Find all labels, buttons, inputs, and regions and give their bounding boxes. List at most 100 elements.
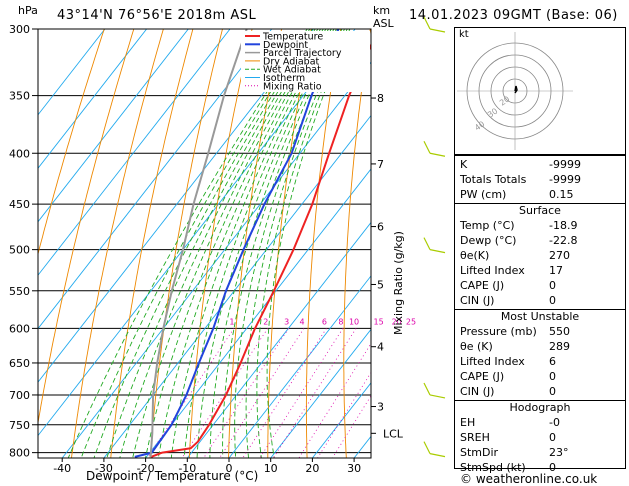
hodograph-ring-label: 30	[486, 106, 500, 119]
x-axis-label: Dewpoint / Temperature (°C)	[86, 469, 259, 483]
wind-barb	[429, 28, 446, 33]
wind-barb	[429, 249, 446, 254]
mixing-ratio-label: 25	[406, 317, 416, 326]
stat-row: Pressure (mb) 550	[455, 325, 625, 340]
hodograph-panel: kt 40 30 20	[454, 27, 626, 155]
wet-adiabat-line	[183, 29, 332, 458]
pressure-tick-label: 350	[9, 90, 30, 103]
mixing-ratio-line	[331, 395, 371, 458]
stat-label: Temp (°C)	[460, 219, 515, 232]
wet-adiabat-line	[119, 29, 319, 458]
hodograph-ring-label: 40	[473, 119, 487, 132]
x-tick-label: 0	[226, 462, 233, 475]
series-dewpoint	[134, 29, 340, 458]
dry-adiabat-line	[71, 29, 164, 458]
wet-adiabat-line	[67, 29, 308, 458]
stat-row: Temp (°C) -18.9	[455, 219, 625, 234]
mixing-ratio-line	[272, 328, 357, 458]
stat-label: CIN (J)	[460, 294, 495, 307]
isotherm-line	[228, 275, 371, 458]
copyright-text: © weatheronline.co.uk	[460, 472, 598, 486]
stat-row: Lifted Index 6	[455, 355, 625, 370]
stat-value: -0	[549, 416, 560, 429]
legend-entry: Mixing Ratio	[263, 81, 322, 92]
wind-barb	[423, 140, 431, 154]
pressure-tick-label: 400	[9, 147, 30, 160]
mixing-ratio-label: 10	[349, 317, 359, 326]
wind-barb	[429, 453, 446, 458]
mixing-ratio-line	[317, 371, 371, 458]
stat-row: EH -0	[455, 416, 625, 431]
hodograph-ring-label: 20	[498, 94, 512, 107]
wind-barb	[423, 441, 431, 454]
mixing-ratio-label: 2	[263, 317, 268, 326]
stats-panel: K -9999 Totals Totals -9999 PW (cm) 0.15 Su…	[454, 155, 626, 474]
stat-row: CIN (J) 0	[455, 294, 625, 309]
km-tick-label: 8	[377, 92, 384, 105]
pressure-unit-label: hPa	[18, 4, 38, 17]
stat-label: Pressure (mb)	[460, 325, 537, 338]
dry-adiabat-line	[38, 29, 135, 426]
pressure-tick-label: 300	[9, 23, 30, 36]
series-temperature	[150, 42, 371, 458]
stat-row: θe (K) 289	[455, 340, 625, 355]
stat-label: K	[460, 158, 468, 171]
stat-label: StmDir	[460, 446, 499, 459]
wet-adiabat-line	[157, 29, 327, 458]
isotherm-line	[38, 29, 314, 383]
stat-row: CAPE (J) 0	[455, 370, 625, 385]
pressure-tick-label: 750	[9, 419, 30, 432]
stat-label: PW (cm)	[460, 188, 507, 201]
mixing-ratio-label: 20	[392, 317, 402, 326]
km-tick-label: 6	[377, 221, 384, 234]
dry-adiabat-line	[343, 29, 371, 458]
stat-row: Totals Totals -9999	[455, 173, 625, 188]
stat-label: Lifted Index	[460, 355, 525, 368]
wet-adiabat-line	[145, 29, 324, 458]
hodograph-trace	[514, 85, 518, 94]
stat-value: 0	[549, 279, 556, 292]
stat-label: θe (K)	[460, 340, 493, 353]
stat-value: 17	[549, 264, 563, 277]
stat-row: K -9999	[455, 158, 625, 173]
legend-entry: Isotherm	[263, 73, 305, 84]
km-tick-label: 4	[377, 341, 384, 354]
legend-entry: Dry Adiabat	[263, 56, 320, 67]
wet-adiabat-line	[245, 29, 345, 458]
isotherm-line	[186, 221, 371, 458]
stat-row: Lifted Index 17	[455, 264, 625, 279]
stat-value: 270	[549, 249, 570, 262]
stat-label: SREH	[460, 431, 490, 444]
mixing-ratio-line	[259, 328, 344, 458]
isotherm-line	[61, 61, 371, 458]
dry-adiabat-line	[38, 29, 105, 256]
plot-area	[38, 29, 371, 458]
legend-entry: Parcel Trajectory	[263, 48, 342, 59]
stat-value: -9999	[549, 158, 581, 171]
stat-label: Lifted Index	[460, 264, 525, 277]
dry-adiabat-line	[305, 29, 342, 458]
stat-label: Totals Totals	[460, 173, 527, 186]
stat-value: 6	[549, 355, 556, 368]
stat-value: 0.15	[549, 188, 574, 201]
mixing-ratio-line	[298, 342, 371, 458]
dry-adiabat-line	[188, 29, 253, 458]
pressure-tick-label: 650	[9, 357, 30, 370]
pressure-tick-label: 600	[9, 322, 30, 335]
stat-label: Dewp (°C)	[460, 234, 517, 247]
stat-value: -9999	[549, 173, 581, 186]
unstable-section-title: Most Unstable	[500, 310, 580, 323]
plot-frame	[37, 28, 372, 459]
mixing-ratio-label: 8	[338, 317, 343, 326]
isotherm-line	[38, 29, 147, 169]
stat-value: -18.9	[549, 219, 578, 232]
forecast-datetime: 14.01.2023 09GMT (Base: 06)	[409, 8, 618, 23]
wet-adiabat-line	[170, 29, 329, 458]
x-tick-label: 20	[305, 462, 319, 475]
stat-row: StmSpd (kt) 0	[455, 461, 625, 474]
station-location: 43°14'N 76°56'E 2018m ASL	[57, 8, 257, 23]
legend-entry: Wet Adiabat	[263, 65, 321, 76]
isotherm-line	[270, 328, 371, 458]
